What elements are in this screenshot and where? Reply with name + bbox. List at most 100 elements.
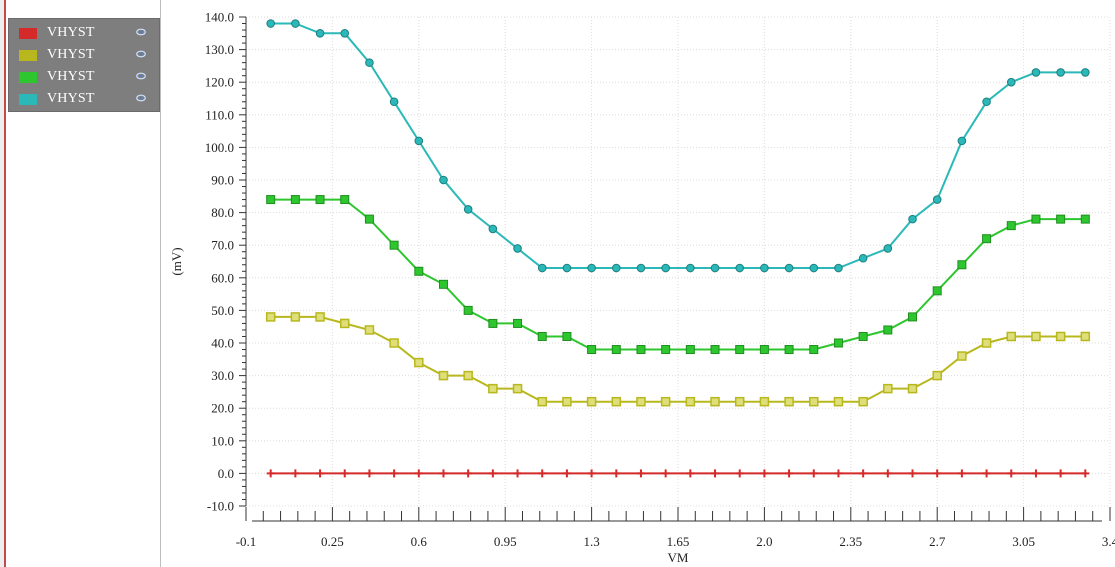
data-point (957, 260, 967, 270)
data-point (809, 345, 819, 355)
legend-item-series-4[interactable]: VHYST (9, 88, 159, 110)
x-tick-label: 1.3 (583, 534, 599, 549)
data-point (488, 318, 498, 328)
data-point (1031, 469, 1040, 478)
data-point (834, 469, 843, 478)
data-point (537, 263, 547, 273)
data-point (438, 279, 448, 289)
y-tick-label: 40.0 (211, 336, 234, 351)
data-point (710, 263, 720, 273)
data-point (414, 266, 424, 276)
data-point (932, 286, 942, 296)
legend-item-series-3[interactable]: VHYST (9, 66, 159, 88)
data-point (266, 19, 275, 28)
data-point (290, 312, 301, 322)
y-tick-label: 70.0 (211, 238, 234, 253)
series-line-4 (270, 22, 1086, 269)
data-point (1080, 214, 1090, 224)
data-point (760, 469, 769, 478)
data-point (291, 19, 300, 28)
data-point (908, 312, 918, 322)
data-point (735, 469, 744, 478)
x-tick-label: 3.05 (1012, 534, 1035, 549)
data-point (464, 469, 473, 478)
y-tick-label: 120.0 (205, 75, 234, 90)
data-point (809, 263, 819, 273)
data-point (1031, 214, 1041, 224)
data-point (414, 136, 424, 146)
data-point (1080, 331, 1091, 342)
legend-label-3: VHYST (47, 69, 95, 84)
data-point (1006, 221, 1016, 231)
eye-icon[interactable] (136, 28, 146, 36)
x-tick-label: 0.25 (321, 534, 344, 549)
line-chart: -10.0 0.0 10.0 20.0 30.0 40.0 50.0 60.0 70.0 80.0… (169, 10, 1115, 566)
x-axis-label: VM (668, 550, 689, 565)
eye-icon[interactable] (136, 94, 146, 102)
data-point (587, 469, 596, 478)
data-point (389, 338, 399, 348)
y-tick-label: 80.0 (211, 205, 234, 220)
eye-icon[interactable] (136, 72, 146, 80)
x-tick-label: 2.0 (756, 534, 772, 549)
y-tick-label: 0.0 (218, 466, 234, 481)
data-point (686, 469, 695, 478)
data-point (439, 175, 448, 185)
data-point (315, 29, 325, 38)
data-point (833, 338, 843, 348)
data-point (636, 345, 646, 355)
data-point (537, 331, 547, 341)
legend-label-2: VHYST (47, 47, 95, 62)
legend-item-series-1[interactable]: VHYST (9, 22, 159, 44)
data-point (735, 345, 745, 355)
eye-icon[interactable] (136, 50, 146, 58)
data-point (316, 469, 325, 478)
data-point (1055, 331, 1066, 342)
y-tick-label: 90.0 (211, 173, 234, 188)
data-point (340, 469, 349, 478)
data-point (1081, 469, 1090, 478)
data-point (982, 97, 991, 107)
data-point (759, 396, 770, 407)
data-point (1006, 77, 1016, 87)
data-point (932, 370, 942, 381)
data-point (266, 469, 275, 478)
y-tick-label: 140.0 (205, 10, 234, 25)
data-point (340, 195, 350, 205)
y-tick-label: 60.0 (211, 270, 234, 285)
legend-item-series-2[interactable]: VHYST (9, 44, 159, 66)
data-point (907, 383, 918, 394)
data-point (611, 263, 621, 273)
data-point (981, 338, 992, 348)
data-point (364, 325, 375, 335)
data-point (858, 396, 868, 407)
data-point (438, 370, 449, 381)
data-point (834, 263, 843, 273)
data-point (513, 318, 523, 328)
data-point (636, 396, 646, 407)
data-point (933, 469, 942, 478)
data-point (859, 469, 868, 478)
legend-label-1: VHYST (47, 25, 95, 40)
data-point (611, 345, 621, 355)
data-point (340, 29, 350, 38)
data-point (315, 312, 325, 322)
data-point (833, 396, 844, 407)
y-tick-label: -10.0 (207, 499, 234, 514)
data-point (686, 263, 695, 273)
data-point (266, 195, 276, 205)
legend-label-4: VHYST (47, 91, 95, 106)
series-line-2 (270, 315, 1086, 403)
data-point (488, 383, 498, 394)
data-point (957, 469, 966, 478)
data-point (414, 357, 424, 368)
data-point (389, 240, 399, 250)
y-tick-label: 50.0 (211, 303, 234, 318)
data-point (513, 244, 522, 253)
data-point (390, 469, 399, 478)
data-point (858, 331, 868, 341)
data-point (1031, 68, 1041, 77)
data-point (562, 469, 571, 478)
data-point (636, 469, 645, 478)
data-point (1031, 331, 1041, 342)
